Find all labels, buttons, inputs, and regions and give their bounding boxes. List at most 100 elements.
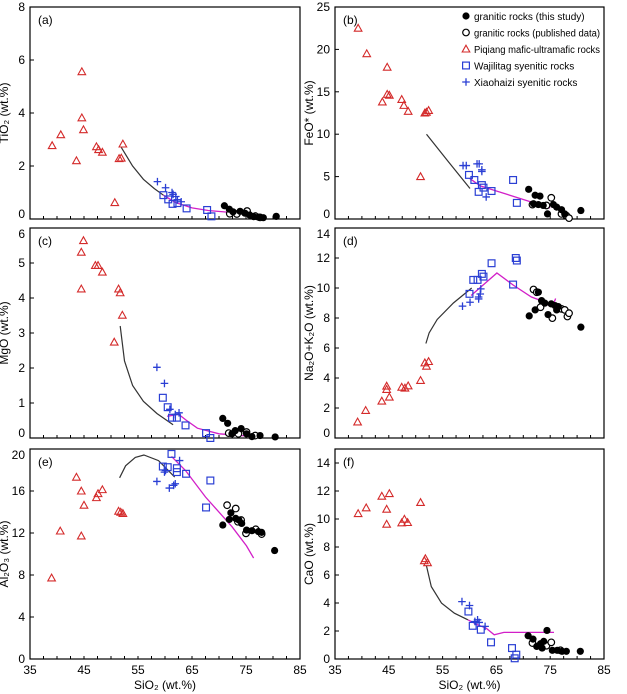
panel-c: 0 1 2 3 4 5 6 MgO (wt.%) (c): [0, 227, 301, 443]
y-tick-label: 8: [323, 540, 330, 554]
point-piqiang: [97, 147, 108, 156]
point-this-study: [538, 644, 546, 652]
y-tick-label: 10: [317, 281, 331, 295]
point-wajilitag: [158, 393, 167, 402]
legend-marker: [462, 28, 470, 37]
y-tick-label: 0: [18, 426, 25, 440]
legend-marker: [462, 78, 470, 86]
y-axis-title: TiO₂ (wt.%): [0, 83, 11, 144]
y-tick-label: 6: [18, 227, 25, 241]
point-wajilitag: [181, 421, 190, 430]
y-axis-title: Na₂O+K₂O (wt.%): [302, 285, 316, 381]
point-piqiang: [361, 502, 371, 512]
point-wajilitag: [167, 449, 176, 458]
y-tick-label: 5: [323, 170, 330, 184]
point-xiaohaizi: [471, 617, 479, 626]
point-piqiang: [400, 383, 410, 392]
y-axis-title: FeO* (wt.%): [302, 80, 316, 145]
point-piqiang: [71, 155, 82, 165]
point-piqiang: [55, 526, 65, 535]
point-wajilitag: [464, 607, 473, 616]
point-this-study: [576, 647, 584, 655]
trend-line-magenta: [171, 455, 255, 559]
x-tick-label: 75: [544, 663, 558, 677]
point-wajilitag: [487, 259, 496, 268]
point-piqiang: [381, 381, 392, 390]
point-this-study: [228, 430, 236, 438]
y-tick-label: 4: [18, 106, 25, 120]
y-tick-label: 16: [12, 484, 26, 498]
x-tick-label: 45: [77, 663, 91, 677]
y-tick-label: 2: [323, 624, 330, 638]
point-wajilitag: [468, 621, 477, 630]
point-this-study: [577, 206, 585, 215]
point-this-study: [242, 526, 251, 534]
legend-label: granitic rocks (published data): [474, 29, 600, 40]
point-wajilitag: [479, 183, 488, 192]
point-piqiang: [423, 356, 434, 366]
point-wajilitag: [479, 272, 488, 281]
point-piqiang: [91, 492, 102, 502]
point-xiaohaizi: [153, 177, 162, 186]
point-piqiang: [396, 94, 407, 103]
panel-label: (e): [38, 455, 53, 469]
y-tick-label: 14: [317, 456, 331, 470]
point-piqiang: [78, 235, 89, 245]
y-tick-label: 10: [317, 127, 331, 141]
y-tick-label: 4: [18, 610, 25, 624]
point-xiaohaizi: [478, 167, 486, 176]
y-tick-label: 1: [18, 396, 25, 410]
x-tick-label: 85: [597, 663, 611, 677]
point-piqiang: [415, 375, 426, 384]
point-piqiang: [109, 337, 119, 346]
point-piqiang: [402, 517, 413, 527]
trend-line-black: [425, 565, 469, 621]
y-tick-label: 20: [12, 448, 26, 462]
point-wajilitag: [512, 198, 521, 207]
point-published: [547, 193, 556, 202]
point-published: [565, 309, 573, 318]
x-tick-label: 65: [185, 663, 199, 677]
y-tick-label: 20: [317, 42, 331, 56]
x-tick-label: 55: [436, 663, 450, 677]
point-this-study: [531, 306, 539, 314]
point-piqiang: [420, 108, 430, 117]
point-wajilitag: [510, 654, 519, 663]
point-piqiang: [362, 48, 372, 58]
point-this-study: [539, 201, 547, 210]
point-piqiang: [93, 260, 103, 270]
point-wajilitag: [203, 205, 212, 214]
y-tick-label: 0: [323, 652, 330, 666]
point-this-study: [541, 299, 549, 307]
point-this-study: [237, 424, 245, 433]
trend-line-black: [120, 147, 164, 196]
point-piqiang: [76, 531, 87, 540]
point-this-study: [525, 312, 533, 320]
point-piqiang: [78, 124, 89, 134]
point-wajilitag: [464, 170, 473, 179]
panel-label: (b): [343, 13, 358, 27]
point-published: [223, 501, 232, 510]
trend-line-black: [425, 287, 473, 344]
y-tick-label: 4: [18, 291, 25, 305]
point-this-study: [271, 433, 279, 441]
point-this-study: [540, 637, 548, 645]
point-published: [547, 638, 556, 647]
point-wajilitag: [164, 195, 173, 204]
legend-item-wajilitag: Wajilitag syenitic rocks: [462, 61, 574, 73]
y-tick-label: 12: [317, 484, 331, 498]
point-wajilitag: [512, 256, 521, 265]
point-wajilitag: [168, 413, 177, 422]
trend-line-black: [119, 325, 174, 426]
point-piqiang: [76, 247, 87, 256]
point-wajilitag: [172, 413, 181, 422]
point-piqiang: [403, 106, 413, 115]
point-this-study: [543, 210, 552, 218]
point-this-study: [554, 303, 562, 311]
point-xiaohaizi: [165, 484, 174, 492]
y-tick-label: 2: [18, 159, 25, 173]
point-wajilitag: [173, 199, 182, 208]
panel-label: (d): [343, 234, 358, 248]
x-tick-label: 75: [239, 663, 253, 677]
legend-item-xiaohaizi: Xiaohaizi syenitic rocks: [462, 78, 577, 89]
